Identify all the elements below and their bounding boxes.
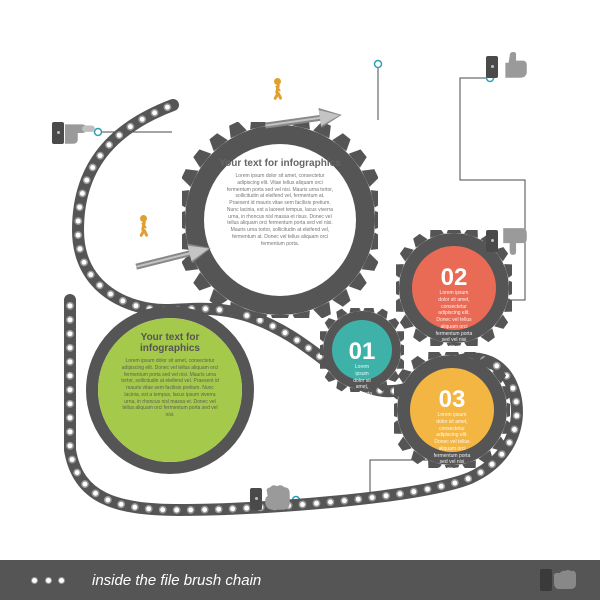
gear-amber-body: Lorem ipsum dolor sit amet, consectetur … bbox=[424, 412, 480, 473]
gear-coral-number: 02 bbox=[441, 266, 468, 290]
gear-teal: 01Lorem ipsum dolor sit amet, consecta a… bbox=[320, 308, 404, 392]
gear-green: Your text for infographics Lorem ipsum do… bbox=[86, 306, 254, 474]
hand-point-down-icon bbox=[486, 226, 532, 256]
hand-point-right-icon bbox=[52, 118, 98, 148]
gear-coral-body: Lorem ipsum dolor sit amet, consectetur … bbox=[426, 290, 482, 351]
gear-green-body: Lorem ipsum dolor sit amet, consectetur … bbox=[112, 358, 228, 419]
footer-chain-icon bbox=[18, 573, 78, 587]
gear-amber-number: 03 bbox=[439, 388, 466, 412]
runner-icon-0 bbox=[134, 215, 152, 237]
footer-text: inside the file brush chain bbox=[92, 572, 261, 589]
gear-main-white-title: Your text for infographics bbox=[219, 158, 341, 169]
footer-hand-icon bbox=[540, 567, 582, 593]
gear-green-title: Your text for infographics bbox=[112, 332, 228, 354]
gear-main-white: Your text for infographics Lorem ipsum do… bbox=[182, 122, 378, 318]
hand-ok-icon bbox=[250, 484, 296, 514]
hand-thumbs-up-icon bbox=[486, 52, 532, 82]
gear-main-white-body: Lorem ipsum dolor sit amet, consectetur … bbox=[218, 173, 342, 247]
footer-bar: inside the file brush chain bbox=[0, 560, 600, 600]
gear-teal-number: 01 bbox=[349, 340, 376, 364]
gear-teal-body: Lorem ipsum dolor sit amet, consecta adi… bbox=[344, 364, 380, 418]
runner-icon-1 bbox=[268, 78, 286, 100]
gear-amber: 03Lorem ipsum dolor sit amet, consectetu… bbox=[394, 352, 510, 468]
